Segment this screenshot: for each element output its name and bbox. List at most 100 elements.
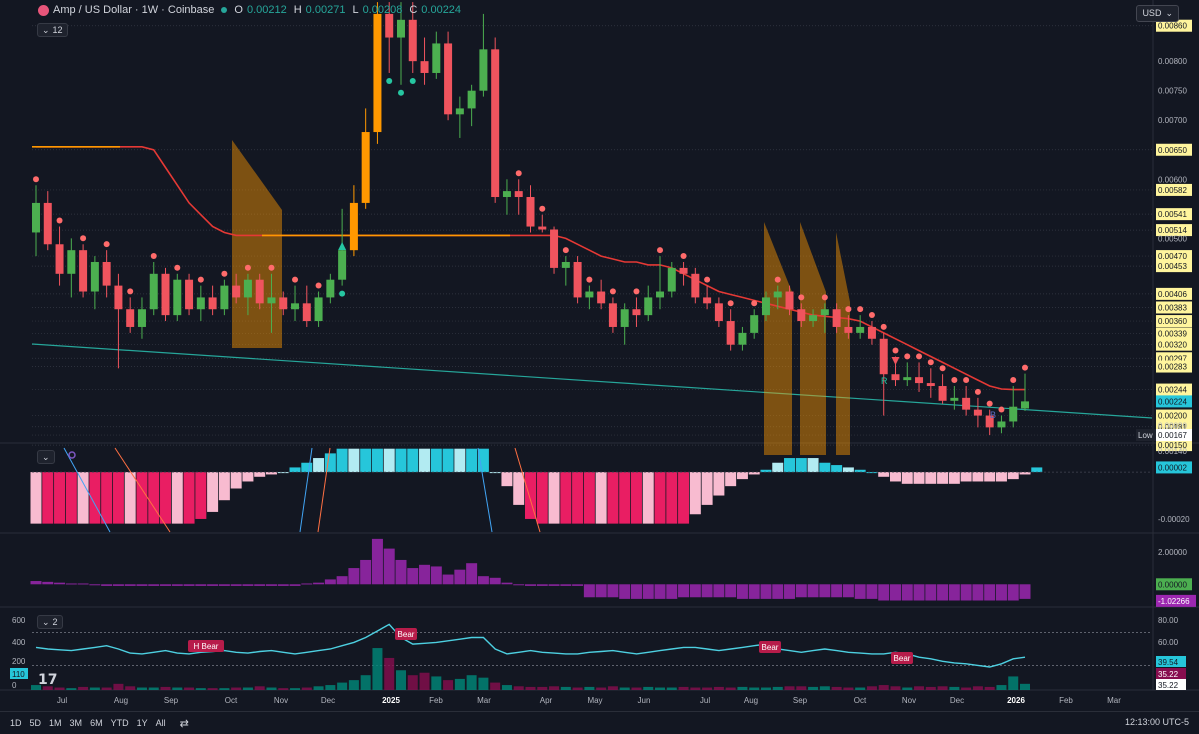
- candle-body: [255, 279, 264, 304]
- volume-bar: [54, 687, 65, 690]
- signal-dot-red: [680, 252, 687, 259]
- signal-dot-red: [197, 276, 204, 283]
- candle: [455, 96, 464, 138]
- candle: [620, 303, 629, 345]
- candle: [985, 409, 994, 436]
- candle-body: [232, 285, 241, 298]
- signal-dot-red: [892, 347, 899, 354]
- marker-label-b: B: [990, 410, 996, 420]
- timeframe-1m[interactable]: 1M: [49, 718, 62, 728]
- time-axis-label: Aug: [744, 696, 758, 705]
- histogram-bar: [489, 472, 501, 474]
- signal-dot-red: [586, 276, 593, 283]
- volume-bar: [513, 686, 524, 690]
- volume-bar: [702, 687, 713, 690]
- candle-body: [491, 49, 500, 198]
- time-axis-label: Mar: [477, 696, 491, 705]
- volume-bar: [996, 685, 1007, 690]
- signal-dot-red: [927, 359, 934, 366]
- candle: [832, 303, 841, 333]
- histogram-bar: [419, 448, 431, 473]
- candle-body: [291, 303, 300, 310]
- oscillator-bar: [889, 584, 901, 601]
- currency-select[interactable]: USD ⌄: [1136, 5, 1179, 22]
- signal-dot-red: [1022, 364, 1028, 371]
- price-label-bg: [1156, 338, 1192, 351]
- timeframe-1y[interactable]: 1Y: [136, 718, 148, 728]
- candle: [608, 297, 617, 333]
- candle: [797, 303, 806, 327]
- volume-zone-2: [800, 222, 826, 455]
- signal-dot-red: [562, 247, 569, 254]
- candle-body: [196, 297, 205, 310]
- oscillator-bar: [831, 584, 843, 598]
- oscillator-bar: [171, 584, 183, 586]
- time-axis-label: Dec: [950, 696, 964, 705]
- candle: [573, 256, 582, 304]
- oscillator-bar: [265, 584, 277, 586]
- volume-current-bg: [10, 668, 28, 679]
- candle: [267, 273, 276, 333]
- candle: [550, 226, 559, 274]
- histogram-bar: [760, 469, 772, 473]
- timeframe-5d[interactable]: 5D: [29, 718, 42, 728]
- signal-dot-green: [397, 89, 404, 96]
- volume-bar: [843, 687, 854, 690]
- pane-collapse-button[interactable]: ⌄: [37, 450, 55, 464]
- candle-body: [997, 421, 1006, 428]
- signal-dot-red: [56, 217, 63, 224]
- divergence-label-text: H Bear: [194, 642, 219, 651]
- histogram-bar: [560, 472, 572, 524]
- volume-bar: [772, 686, 783, 690]
- oscillator-bar: [560, 584, 572, 586]
- volume-bar: [490, 682, 501, 690]
- macd-line-d: [317, 447, 331, 533]
- signal-dot-red: [916, 353, 923, 360]
- histogram-bar: [112, 472, 124, 524]
- timeframe-6m[interactable]: 6M: [90, 718, 103, 728]
- histogram-bar: [889, 472, 901, 482]
- low-tag-bg: [1136, 429, 1156, 442]
- oscillator-bar: [360, 559, 372, 585]
- time-axis-label: Feb: [1059, 696, 1073, 705]
- histogram-bar: [1007, 472, 1019, 480]
- signal-dot-red: [986, 400, 993, 407]
- oscillator-bar: [254, 584, 266, 586]
- signal-dot-red: [904, 353, 911, 360]
- timeframe-3m[interactable]: 3M: [69, 718, 83, 728]
- candle-body: [361, 132, 370, 203]
- timeframe-ytd[interactable]: YTD: [110, 718, 129, 728]
- divergence-label-text: Bear: [894, 654, 911, 663]
- symbol-title[interactable]: Amp / US Dollar · 1W · Coinbase: [53, 4, 215, 16]
- candle-body: [302, 303, 311, 322]
- histogram-tick: -0.00020: [1158, 515, 1190, 524]
- volume-bar: [266, 687, 277, 690]
- signal-dot-red: [150, 252, 157, 259]
- volume-bar: [596, 687, 607, 690]
- price-label-bg: [1156, 360, 1192, 373]
- histogram-value: 0.00002: [1158, 463, 1187, 472]
- candle-body: [79, 250, 88, 292]
- volume-zone-1: [764, 222, 792, 455]
- candle: [785, 285, 794, 316]
- chevron-down-icon: ⌄: [42, 25, 50, 35]
- volume-bar: [407, 675, 418, 690]
- histogram-bar: [77, 472, 89, 524]
- volume-bar: [572, 687, 583, 690]
- indicators-toggle[interactable]: ⌄ 12: [37, 23, 68, 37]
- date-range-icon[interactable]: ⇄: [179, 717, 189, 730]
- candle-body: [55, 244, 64, 274]
- candle: [467, 84, 476, 127]
- volume-bar: [937, 686, 948, 690]
- rsi-pane-toggle[interactable]: ⌄ 2: [37, 615, 63, 629]
- volume-bar: [384, 657, 395, 690]
- timeframe-1d[interactable]: 1D: [10, 718, 22, 728]
- histogram-bar: [901, 472, 913, 484]
- volume-bar: [607, 686, 618, 690]
- volume-bar: [172, 687, 183, 690]
- candle: [255, 273, 264, 310]
- histogram-bar: [619, 472, 631, 524]
- timeframe-all[interactable]: All: [155, 718, 166, 728]
- volume-bar: [501, 685, 512, 690]
